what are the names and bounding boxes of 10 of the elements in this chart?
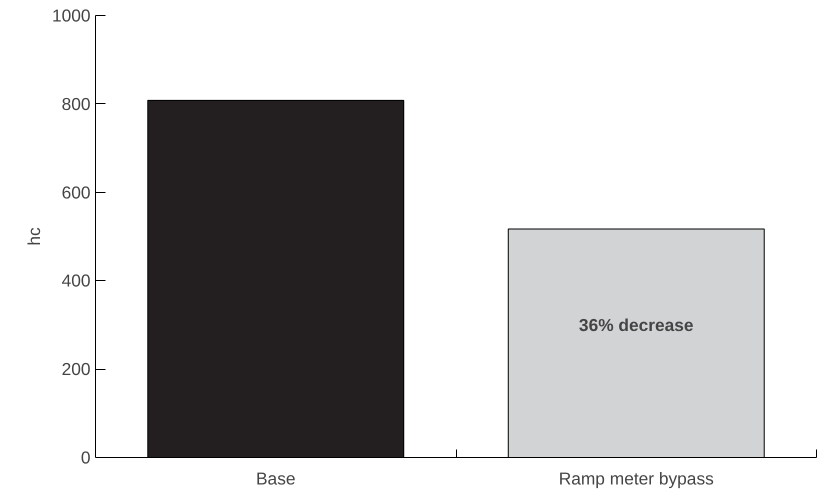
x-tick-label: Ramp meter bypass xyxy=(558,468,714,488)
x-tick-label: Base xyxy=(256,468,296,488)
y-tick-label: 200 xyxy=(62,359,91,380)
annotation: 36% decrease xyxy=(578,314,694,335)
y-tick-label: 600 xyxy=(62,182,91,202)
y-tick-label: 800 xyxy=(62,94,91,114)
y-tick-label: 1000 xyxy=(52,6,91,26)
y-axis-title: hc xyxy=(24,227,44,246)
y-tick-label: 0 xyxy=(80,448,91,468)
y-tick-label: 400 xyxy=(62,270,91,291)
